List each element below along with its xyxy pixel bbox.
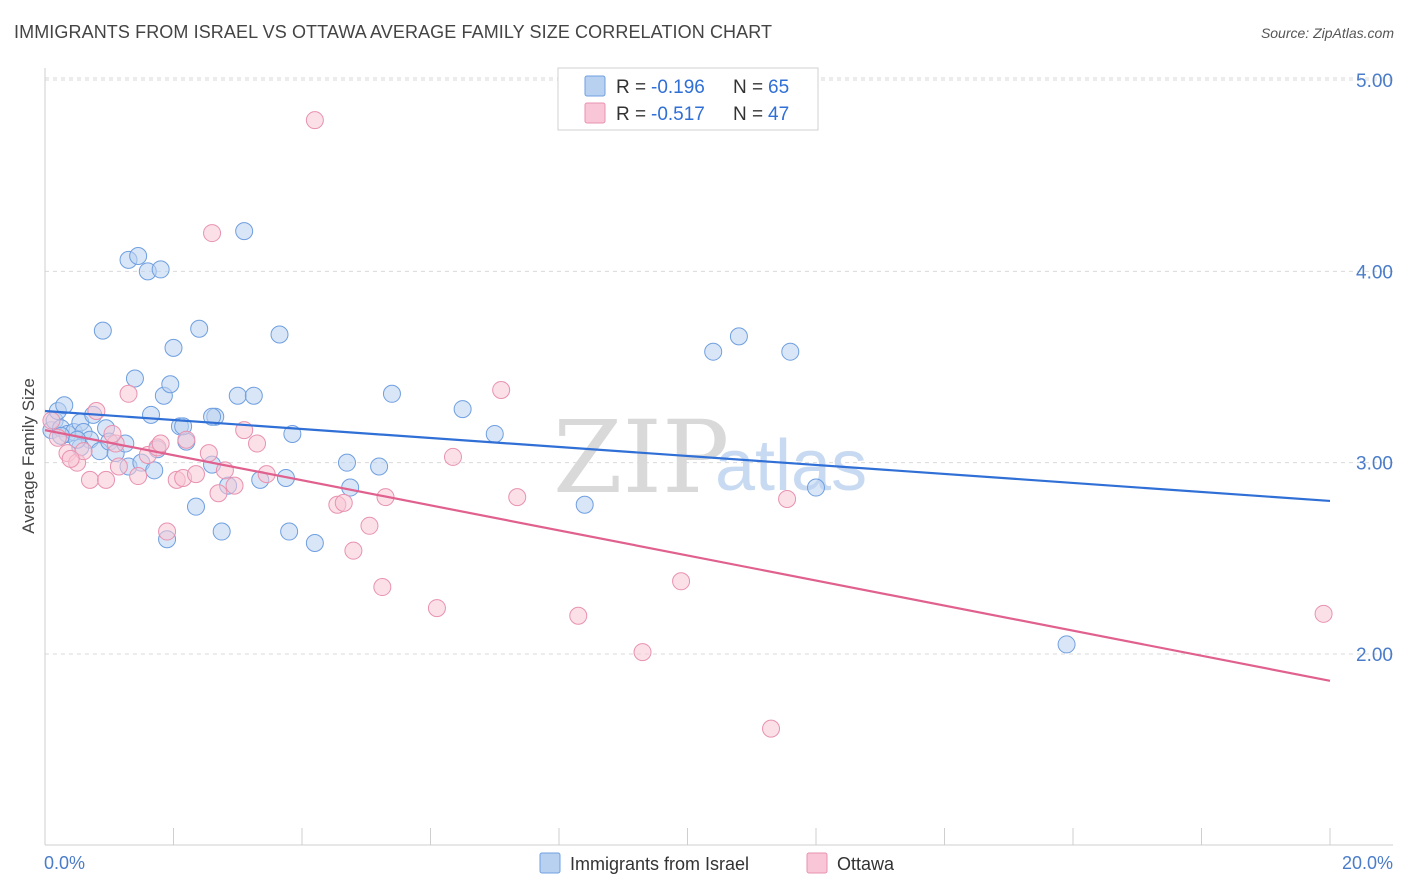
point-pink-24 xyxy=(225,476,244,495)
point-blue-20 xyxy=(142,405,161,424)
point-pink-39 xyxy=(569,606,588,625)
point-pink-11 xyxy=(129,467,148,486)
y-tick-label-4: 4.00 xyxy=(1356,262,1393,283)
x-tick-label-right: 20.0% xyxy=(1342,853,1393,873)
data-points xyxy=(42,111,1333,738)
legend-swatch-pink xyxy=(584,102,606,124)
point-blue-63 xyxy=(203,407,222,426)
point-blue-34 xyxy=(212,522,231,541)
point-pink-18 xyxy=(177,430,196,449)
point-blue-50 xyxy=(485,424,504,443)
point-pink-42 xyxy=(762,719,781,738)
point-pink-26 xyxy=(248,434,267,453)
y-axis-label: Average Family Size xyxy=(19,378,38,534)
point-blue-29 xyxy=(145,461,164,480)
legend-r-label-pink: R = xyxy=(616,104,646,125)
point-pink-19 xyxy=(186,465,205,484)
point-pink-14 xyxy=(151,434,170,453)
point-blue-16 xyxy=(129,247,148,266)
point-pink-20 xyxy=(199,444,218,463)
point-pink-45 xyxy=(61,449,80,468)
bottom-legend-swatch-pink xyxy=(806,852,828,874)
point-blue-55 xyxy=(807,478,825,497)
trend-line-blue xyxy=(44,409,1331,503)
point-blue-48 xyxy=(382,384,401,403)
correlation-legend: R = -0.196 N = 65 R = -0.517 N = 47 xyxy=(557,67,819,131)
point-pink-31 xyxy=(344,541,363,560)
point-blue-31 xyxy=(186,497,205,516)
trend-lines xyxy=(44,409,1331,682)
point-pink-21 xyxy=(203,224,222,243)
point-blue-42 xyxy=(280,522,299,541)
point-pink-10 xyxy=(119,384,138,403)
bottom-legend-swatch-blue xyxy=(539,852,561,874)
x-tick-label-left: 0.0% xyxy=(44,853,85,873)
legend-n-value-pink: 47 xyxy=(768,104,789,125)
point-pink-0 xyxy=(42,411,61,430)
point-blue-56 xyxy=(1057,635,1076,654)
legend-n-label-pink: N = xyxy=(733,104,763,125)
point-blue-47 xyxy=(370,457,389,476)
bottom-legend-label-blue: Immigrants from Israel xyxy=(570,854,749,874)
point-blue-40 xyxy=(270,325,289,344)
point-pink-43 xyxy=(778,490,797,509)
point-blue-22 xyxy=(161,375,180,394)
y-tick-label-2: 2.00 xyxy=(1356,645,1393,666)
point-pink-41 xyxy=(672,572,691,591)
point-blue-51 xyxy=(575,495,594,514)
legend-r-label-blue: R = xyxy=(616,77,646,98)
legend-r-value-pink: -0.517 xyxy=(651,104,705,125)
y-tick-label-3: 3.00 xyxy=(1356,454,1393,475)
bottom-legend-label-pink: Ottawa xyxy=(837,854,895,874)
point-pink-46 xyxy=(103,424,122,443)
legend-n-value-blue: 65 xyxy=(768,77,789,98)
legend-r-value-blue: -0.196 xyxy=(651,77,705,98)
y-tick-label-5: 5.00 xyxy=(1356,71,1393,92)
point-pink-6 xyxy=(87,402,106,421)
point-blue-52 xyxy=(704,342,723,361)
point-blue-18 xyxy=(151,260,170,279)
legend-swatch-blue xyxy=(584,75,606,97)
gridlines xyxy=(45,77,1393,655)
point-pink-38 xyxy=(508,488,527,507)
y-tick-labels: 2.00 3.00 4.00 5.00 xyxy=(1356,71,1393,666)
point-pink-40 xyxy=(633,643,652,662)
chart-title: IMMIGRANTS FROM ISRAEL VS OTTAWA AVERAGE… xyxy=(14,22,773,42)
axes xyxy=(44,68,1393,846)
point-pink-22 xyxy=(209,484,228,503)
point-pink-15 xyxy=(158,522,177,541)
point-blue-54 xyxy=(781,342,800,361)
point-blue-37 xyxy=(235,222,254,241)
point-pink-28 xyxy=(305,111,324,130)
point-pink-36 xyxy=(443,447,462,466)
point-pink-9 xyxy=(109,457,128,476)
point-blue-36 xyxy=(228,386,247,405)
point-blue-19 xyxy=(125,369,144,388)
point-pink-33 xyxy=(373,578,392,597)
point-pink-32 xyxy=(360,516,379,535)
point-pink-44 xyxy=(1314,604,1333,623)
point-blue-53 xyxy=(729,327,748,346)
point-blue-14 xyxy=(93,321,112,340)
trend-line-pink xyxy=(44,429,1331,682)
legend-n-label-blue: N = xyxy=(733,77,763,98)
point-blue-38 xyxy=(244,386,263,405)
point-pink-7 xyxy=(97,470,116,489)
point-blue-26 xyxy=(190,319,209,338)
point-pink-35 xyxy=(427,599,446,618)
point-pink-37 xyxy=(492,380,511,399)
point-blue-23 xyxy=(164,338,183,357)
point-blue-4 xyxy=(55,396,74,415)
series-legend: Immigrants from Israel Ottawa xyxy=(539,852,895,874)
point-blue-45 xyxy=(337,453,356,472)
point-pink-30 xyxy=(334,493,353,512)
chart-source: Source: ZipAtlas.com xyxy=(1260,25,1394,41)
point-blue-49 xyxy=(453,400,472,419)
point-blue-44 xyxy=(305,534,324,553)
point-pink-5 xyxy=(80,470,99,489)
